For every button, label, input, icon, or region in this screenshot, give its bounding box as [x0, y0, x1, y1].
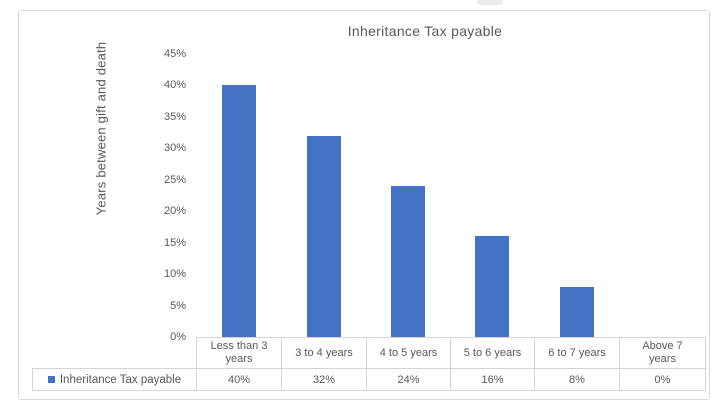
column-header-label: 4 to 5 years: [379, 346, 438, 359]
column-header-3-to-4-years: 3 to 4 years: [281, 337, 366, 368]
column-header-label: 6 to 7 years: [548, 346, 606, 359]
y-tick-30: 30%: [163, 142, 186, 155]
column-header-above-7-years: Above 7 years: [619, 337, 706, 368]
y-tick-45: 45%: [163, 48, 186, 60]
series-name-label: Inheritance Tax payable: [59, 373, 182, 386]
value-cell-6-to-7-years: 8%: [534, 368, 619, 391]
bar-5-to-6-years: [475, 236, 509, 337]
bar-less-than-3-years: [221, 85, 256, 337]
value-cell-less-than-3-years: 40%: [196, 368, 281, 391]
column-header-4-to-5-years: 4 to 5 years: [366, 337, 450, 368]
column-header-6-to-7-years: 6 to 7 years: [534, 337, 619, 368]
column-header-label: 5 to 6 years: [463, 346, 522, 359]
y-tick-35: 35%: [163, 110, 186, 123]
y-axis-title: Years between gift and death: [93, 41, 109, 216]
bar-4-to-5-years: [391, 186, 425, 337]
series-color-swatch: [47, 376, 55, 383]
bar-3-to-4-years: [306, 135, 341, 337]
value-cell-above-7-years: 0%: [619, 368, 706, 391]
bar-6-to-7-years: [559, 286, 594, 337]
column-header-label: Less than 3 years: [210, 340, 268, 365]
value-cell-5-to-6-years: 16%: [450, 368, 534, 391]
legend-key-cell: Inheritance Tax payable: [32, 368, 196, 391]
column-header-5-to-6-years: 5 to 6 years: [450, 337, 534, 368]
screen-artifact: [477, 0, 503, 5]
y-tick-5: 5%: [170, 299, 186, 312]
column-header-label: 3 to 4 years: [295, 346, 353, 359]
value-cell-3-to-4-years: 32%: [281, 368, 366, 391]
chart-area-border: [18, 10, 710, 400]
value-cell-4-to-5-years: 24%: [366, 368, 450, 391]
y-tick-40: 40%: [163, 79, 186, 92]
y-tick-10: 10%: [163, 268, 186, 281]
chart-title: Inheritance Tax payable: [347, 23, 503, 39]
column-header-label: Above 7 years: [642, 340, 683, 365]
column-header-less-than-3-years: Less than 3 years: [196, 337, 281, 368]
y-tick-25: 25%: [163, 173, 186, 186]
y-tick-20: 20%: [163, 205, 186, 218]
y-tick-15: 15%: [163, 236, 186, 249]
y-tick-0: 0%: [170, 331, 186, 343]
